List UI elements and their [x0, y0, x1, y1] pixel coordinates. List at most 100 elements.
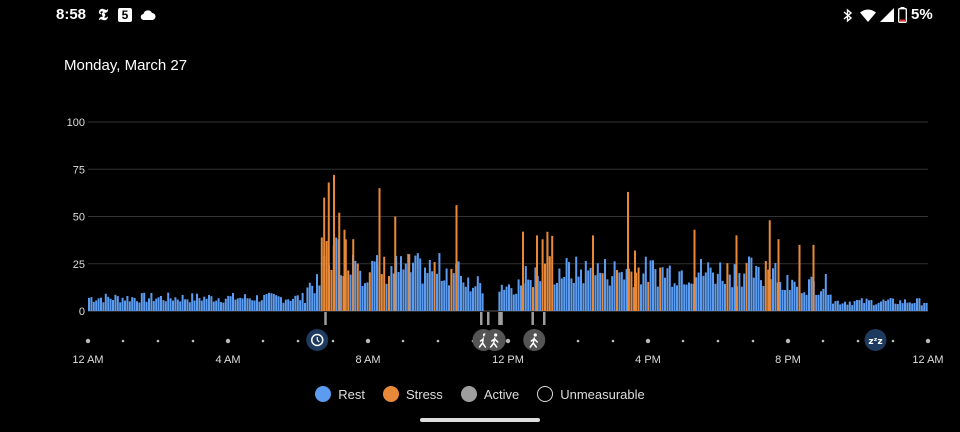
walking-icon-body — [478, 337, 488, 348]
bar — [481, 293, 484, 311]
stress-spike-bar — [333, 174, 335, 311]
timeline-dot — [225, 338, 231, 344]
active-mark — [531, 312, 534, 325]
bar — [116, 296, 119, 311]
bar — [124, 300, 126, 311]
status-bar: 8:58 𝕿 5 5% — [0, 0, 960, 32]
bar — [611, 276, 614, 311]
walking-icon — [483, 329, 506, 351]
bar — [361, 286, 364, 311]
bar — [272, 293, 275, 311]
stress-spike-bar — [536, 235, 538, 311]
bar — [248, 298, 251, 311]
bar — [702, 275, 705, 311]
bar — [575, 256, 578, 311]
bar — [908, 302, 911, 311]
bar — [647, 281, 650, 311]
bar — [582, 283, 585, 311]
bar — [424, 267, 426, 311]
bar — [676, 285, 678, 311]
bar — [512, 294, 515, 311]
bar — [508, 284, 510, 311]
nyt-icon: 𝕿 — [98, 5, 108, 24]
bar — [308, 282, 311, 311]
bar — [515, 293, 518, 311]
x-tick-label: 12 AM — [912, 354, 943, 366]
bar — [450, 268, 453, 311]
legend-item-active: Active — [460, 386, 519, 402]
x-tick-label: 12 PM — [492, 354, 524, 366]
stress-spike-bar — [408, 254, 411, 311]
battery-icon — [898, 7, 907, 23]
bar — [500, 284, 503, 311]
bar — [810, 276, 813, 311]
bar — [791, 279, 794, 311]
timeline-dot — [505, 338, 511, 344]
bar — [188, 302, 191, 311]
bar — [877, 302, 880, 311]
timeline-dot — [365, 338, 371, 344]
bar — [548, 256, 551, 311]
stress-spike-bar — [777, 239, 780, 311]
stress-spike-bar — [343, 229, 346, 311]
bar — [152, 301, 155, 311]
bar — [287, 299, 290, 311]
bar — [918, 298, 921, 311]
bar — [731, 287, 734, 311]
bar — [102, 302, 105, 311]
bar — [618, 272, 621, 311]
bar — [714, 283, 717, 311]
bar — [107, 296, 110, 311]
bar — [709, 267, 712, 311]
bar — [805, 294, 808, 311]
bar — [784, 290, 786, 311]
bar — [277, 296, 280, 311]
bar — [752, 277, 755, 311]
bar — [563, 276, 566, 311]
signal-icon — [880, 7, 894, 23]
bar — [294, 295, 297, 311]
bar — [726, 263, 729, 311]
bar — [539, 281, 542, 311]
bar — [673, 283, 676, 311]
alarm-icon-face — [311, 333, 324, 347]
bar — [786, 275, 789, 311]
bar — [318, 285, 321, 311]
bar — [882, 299, 885, 311]
stress-spike-bar — [522, 231, 524, 311]
timeline-dot — [891, 339, 895, 343]
bar — [256, 295, 258, 311]
bar — [556, 282, 558, 311]
legend-item-rest: Rest — [315, 386, 365, 402]
stress-spike-bar — [627, 191, 629, 311]
sleep-icon: zᶻz — [864, 329, 887, 351]
bar — [121, 297, 124, 311]
bar — [313, 293, 316, 311]
home-indicator[interactable] — [420, 418, 540, 422]
timeline-dot — [821, 339, 825, 343]
bar — [841, 303, 844, 311]
bar — [640, 284, 642, 311]
bar — [757, 266, 760, 311]
active-mark — [500, 312, 503, 325]
bar — [95, 300, 98, 311]
unmeasurable-swatch — [537, 386, 554, 402]
bar — [392, 273, 395, 311]
bar — [440, 280, 443, 311]
bar — [479, 283, 482, 311]
bar — [140, 293, 143, 311]
bar — [781, 289, 784, 311]
bar — [901, 303, 904, 311]
bar — [196, 293, 198, 311]
bar — [366, 282, 369, 311]
bar — [167, 292, 170, 311]
bar — [162, 300, 165, 311]
bar — [719, 262, 722, 311]
bar — [599, 272, 602, 311]
walking-icon-head — [533, 333, 537, 337]
y-tick-label: 100 — [67, 117, 85, 129]
bar — [275, 295, 278, 311]
bar — [253, 300, 256, 311]
bar — [808, 279, 810, 311]
stress-spike-bar — [592, 235, 594, 311]
